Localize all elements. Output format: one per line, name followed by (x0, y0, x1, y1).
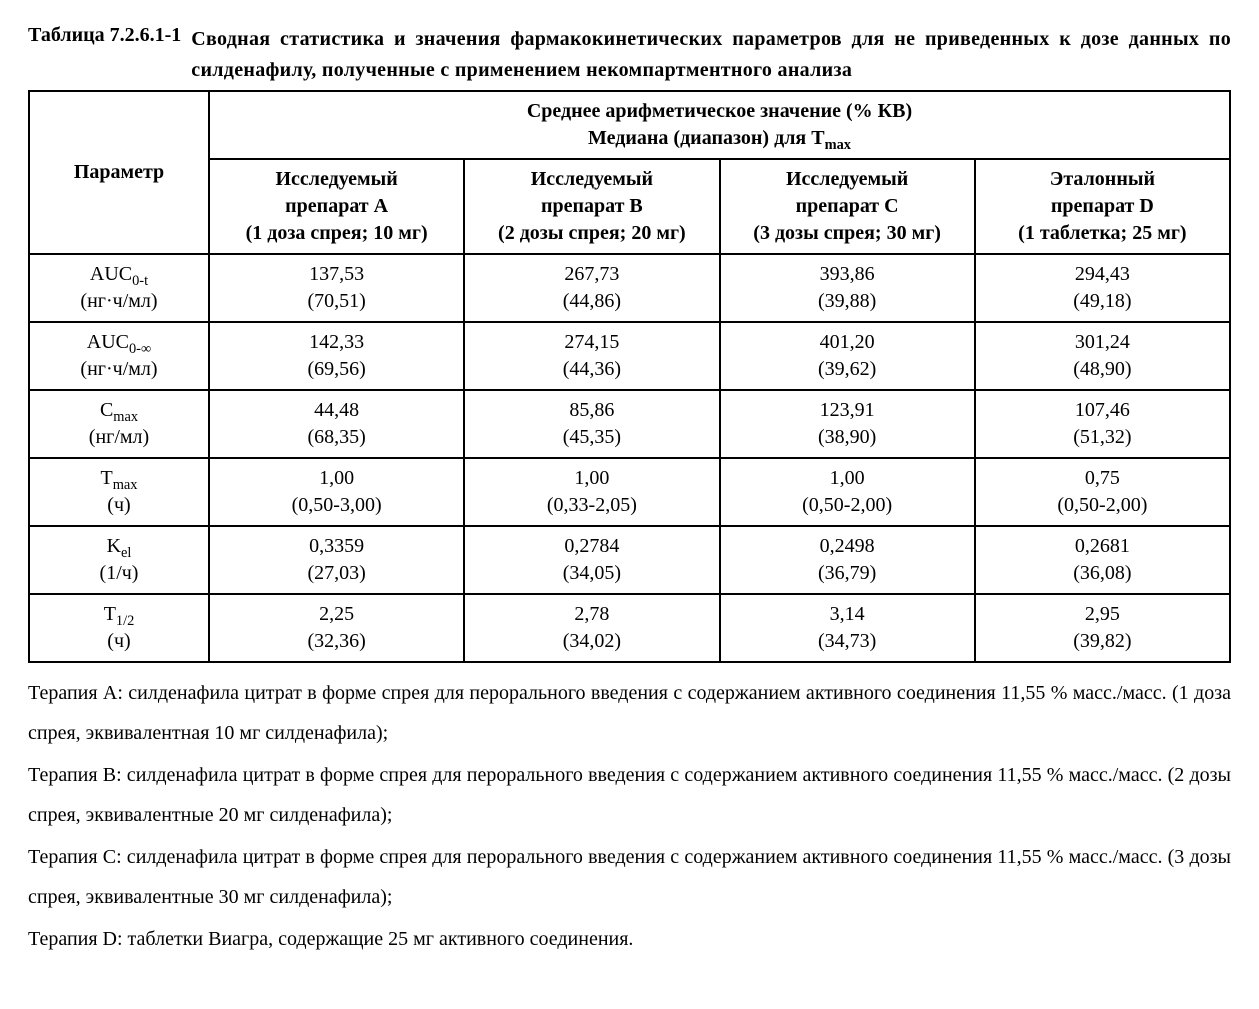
value-cell: 137,53(70,51) (209, 254, 464, 322)
value-cell: 1,00(0,33-2,05) (464, 458, 719, 526)
value-cell: 0,75(0,50-2,00) (975, 458, 1230, 526)
header-top-line2: Медиана (диапазон) для Tmax (588, 127, 851, 149)
value-cell: 0,2784(34,05) (464, 526, 719, 594)
table-row: Cmax(нг/мл)44,48(68,35)85,86(45,35)123,9… (29, 390, 1230, 458)
footnotes: Терапия A: силденафила цитрат в форме сп… (28, 673, 1231, 959)
footnote-line: Терапия C: силденафила цитрат в форме сп… (28, 837, 1231, 917)
param-cell: AUC0-∞(нг·ч/мл) (29, 322, 209, 390)
footnote-line: Терапия A: силденафила цитрат в форме сп… (28, 673, 1231, 753)
value-cell: 85,86(45,35) (464, 390, 719, 458)
value-cell: 1,00(0,50-3,00) (209, 458, 464, 526)
header-parameter: Параметр (29, 91, 209, 254)
value-cell: 274,15(44,36) (464, 322, 719, 390)
header-group-d: Эталонный препарат D (1 таблетка; 25 мг) (975, 159, 1230, 254)
pk-table: Параметр Среднее арифметическое значение… (28, 90, 1231, 663)
value-cell: 142,33(69,56) (209, 322, 464, 390)
value-cell: 0,2498(36,79) (720, 526, 975, 594)
value-cell: 2,78(34,02) (464, 594, 719, 662)
pk-table-body: AUC0-t(нг·ч/мл)137,53(70,51)267,73(44,86… (29, 254, 1230, 662)
table-title: Таблица 7.2.6.1-1 Сводная статистика и з… (28, 24, 1231, 86)
value-cell: 44,48(68,35) (209, 390, 464, 458)
value-cell: 267,73(44,86) (464, 254, 719, 322)
table-row: AUC0-∞(нг·ч/мл)142,33(69,56)274,15(44,36… (29, 322, 1230, 390)
value-cell: 0,3359(27,03) (209, 526, 464, 594)
value-cell: 294,43(49,18) (975, 254, 1230, 322)
header-top-line1: Среднее арифметическое значение (% КВ) (527, 100, 912, 122)
header-group-a: Исследуемый препарат A (1 доза спрея; 10… (209, 159, 464, 254)
value-cell: 107,46(51,32) (975, 390, 1230, 458)
param-cell: Tmax(ч) (29, 458, 209, 526)
header-group-c: Исследуемый препарат C (3 дозы спрея; 30… (720, 159, 975, 254)
footnote-line: Терапия D: таблетки Виагра, содержащие 2… (28, 919, 1231, 959)
table-row: Kel(1/ч)0,3359(27,03)0,2784(34,05)0,2498… (29, 526, 1230, 594)
value-cell: 301,24(48,90) (975, 322, 1230, 390)
value-cell: 1,00(0,50-2,00) (720, 458, 975, 526)
table-row: T1/2(ч)2,25(32,36)2,78(34,02)3,14(34,73)… (29, 594, 1230, 662)
header-top: Среднее арифметическое значение (% КВ) М… (209, 91, 1230, 159)
value-cell: 3,14(34,73) (720, 594, 975, 662)
table-caption: Сводная статистика и значения фармакокин… (191, 24, 1231, 86)
header-group-b: Исследуемый препарат B (2 дозы спрея; 20… (464, 159, 719, 254)
table-row: Tmax(ч)1,00(0,50-3,00)1,00(0,33-2,05)1,0… (29, 458, 1230, 526)
value-cell: 2,95(39,82) (975, 594, 1230, 662)
value-cell: 123,91(38,90) (720, 390, 975, 458)
value-cell: 2,25(32,36) (209, 594, 464, 662)
param-cell: T1/2(ч) (29, 594, 209, 662)
header-groups-row: Исследуемый препарат A (1 доза спрея; 10… (29, 159, 1230, 254)
table-number: Таблица 7.2.6.1-1 (28, 24, 191, 47)
footnote-line: Терапия B: силденафила цитрат в форме сп… (28, 755, 1231, 835)
value-cell: 393,86(39,88) (720, 254, 975, 322)
value-cell: 0,2681(36,08) (975, 526, 1230, 594)
table-row: AUC0-t(нг·ч/мл)137,53(70,51)267,73(44,86… (29, 254, 1230, 322)
param-cell: AUC0-t(нг·ч/мл) (29, 254, 209, 322)
value-cell: 401,20(39,62) (720, 322, 975, 390)
param-cell: Kel(1/ч) (29, 526, 209, 594)
param-cell: Cmax(нг/мл) (29, 390, 209, 458)
